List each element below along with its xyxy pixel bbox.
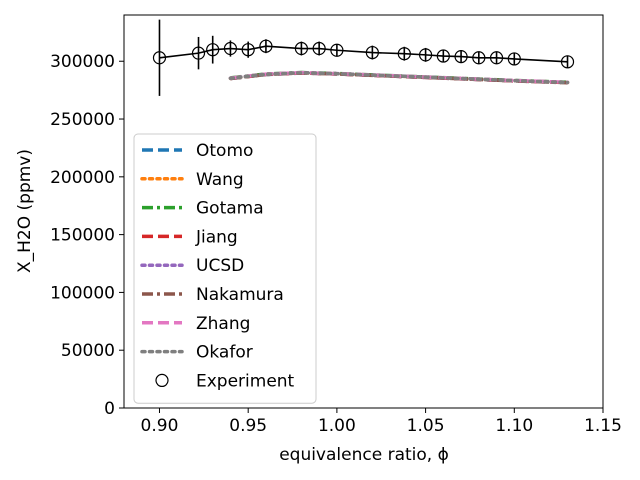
legend-label-otomo: Otomo	[196, 141, 253, 161]
y-tick-label: 0	[104, 399, 115, 419]
legend-label-zhang: Zhang	[196, 314, 250, 334]
legend-swatch-experiment	[155, 373, 169, 387]
x-tick-label: 1.00	[318, 416, 356, 436]
experiment-point	[206, 43, 220, 57]
x-axis-label: equivalence ratio, ϕ	[279, 445, 449, 465]
legend-box	[133, 133, 317, 404]
experiment-point	[418, 48, 433, 62]
experiment-point	[312, 41, 326, 56]
experiment-point	[436, 49, 450, 63]
experiment-point	[454, 50, 468, 64]
experiment-point	[152, 51, 167, 65]
legend-label-ucsd: UCSD	[196, 256, 244, 276]
legend-label-nakamura: Nakamura	[196, 285, 284, 305]
x-tick-label: 1.05	[407, 416, 445, 436]
y-tick-label: 150000	[50, 226, 115, 246]
y-tick-label: 250000	[50, 110, 115, 130]
experiment-point	[259, 39, 273, 53]
experiment-point	[472, 51, 486, 65]
y-axis-label: X_H2O (ppmv)	[15, 149, 35, 273]
experiment-point	[330, 43, 344, 57]
experiment-point	[507, 52, 521, 66]
experiment-point	[294, 41, 309, 56]
legend-label-experiment: Experiment	[196, 371, 295, 391]
experiment-point	[560, 55, 575, 69]
legend-label-wang: Wang	[196, 170, 244, 190]
plot-area	[152, 19, 575, 96]
experiment-point	[191, 46, 206, 60]
x-tick-label: 1.15	[584, 416, 622, 436]
legend-label-gotama: Gotama	[196, 199, 264, 219]
experiment-line	[159, 45, 568, 63]
y-tick-label: 100000	[50, 283, 115, 303]
x-tick-label: 0.95	[229, 416, 267, 436]
y-tick-label: 50000	[61, 341, 115, 361]
y-tick-label: 300000	[50, 52, 115, 72]
experiment-point	[397, 47, 411, 61]
axes: 0.90 0.95 1.00 1.05 1.10 1.15 0 50000 100000 1500…	[50, 14, 622, 436]
experiment-point	[223, 41, 238, 56]
x-tick-label: 1.10	[495, 416, 533, 436]
series-line-okafor	[228, 71, 570, 85]
experiment-point	[241, 43, 255, 57]
experiment-point	[365, 45, 379, 60]
legend: Otomo Wang Gotama Jiang UCSD Nakamura Zhang Oka…	[133, 133, 317, 404]
x-tick-label: 0.90	[141, 416, 179, 436]
axes-frame	[123, 14, 604, 409]
legend-label-jiang: Jiang	[195, 227, 238, 247]
y-tick-label: 200000	[50, 168, 115, 188]
experiment-point	[489, 51, 504, 65]
legend-label-okafor: Okafor	[196, 343, 253, 363]
